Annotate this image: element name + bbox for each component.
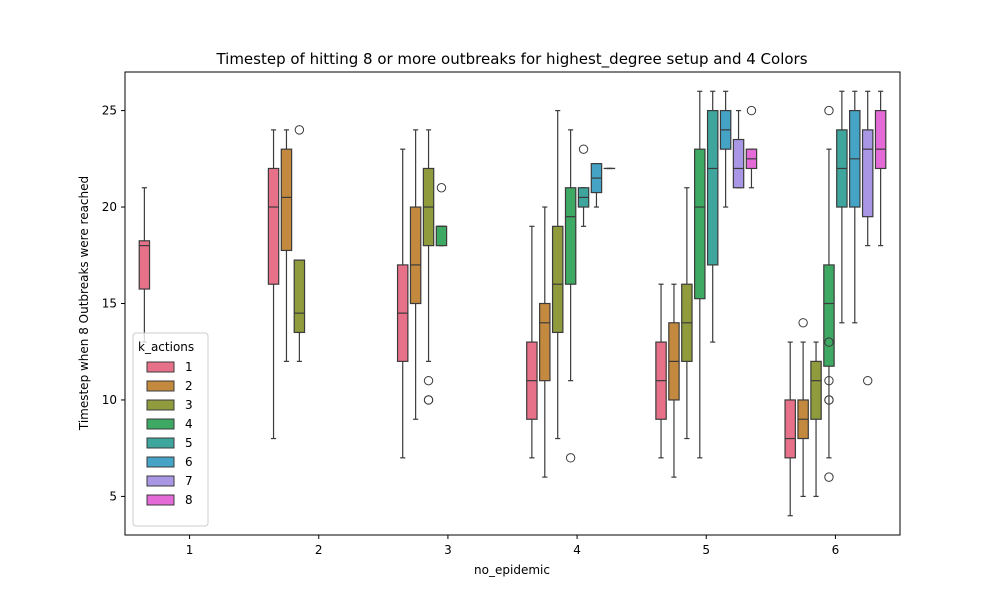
box-group: [797, 318, 809, 498]
outlier-point: [746, 105, 757, 116]
box-iqr: [293, 259, 306, 334]
box-group: [280, 129, 293, 362]
x-axis: 1 2 3 4 5 6: [186, 535, 839, 557]
box-iqr: [267, 167, 280, 285]
outlier-point: [294, 125, 305, 135]
legend-label: 7: [185, 474, 193, 488]
box-group: [539, 206, 551, 478]
box-group: [138, 187, 151, 343]
x-tick-label: 1: [186, 543, 194, 557]
box-group: [784, 341, 796, 517]
box-group: [823, 105, 835, 482]
y-axis: 5 10 15 20 25: [102, 104, 125, 503]
box-iqr: [539, 302, 551, 382]
box-group: [745, 105, 758, 189]
outlier-point: [824, 337, 834, 347]
box-group: [694, 90, 706, 459]
plot-area: [138, 90, 887, 517]
box-iqr: [564, 187, 577, 285]
legend-title: k_actions: [138, 340, 194, 354]
legend-label: 3: [185, 398, 193, 412]
box-group: [655, 283, 667, 459]
outlier-point: [863, 375, 873, 386]
outlier-point: [423, 395, 434, 405]
legend-swatch: [146, 418, 175, 430]
outlier-point: [578, 144, 589, 154]
legend-label: 2: [185, 379, 193, 393]
box-iqr: [706, 109, 719, 266]
legend-swatch: [146, 437, 175, 449]
x-axis-label: no_epidemic: [474, 563, 550, 577]
box-group: [836, 90, 848, 324]
box-group: [577, 144, 590, 227]
box-iqr: [732, 138, 745, 189]
y-tick-label: 25: [102, 104, 117, 118]
legend-label: 8: [185, 493, 193, 507]
box-group: [590, 163, 603, 208]
box-group: [706, 90, 719, 343]
y-tick-label: 10: [102, 393, 117, 407]
legend-label: 6: [185, 455, 193, 469]
legend-swatch: [146, 475, 175, 487]
outlier-point: [824, 395, 834, 405]
box-iqr: [409, 206, 422, 305]
box-group: [874, 90, 887, 247]
box-iqr: [694, 148, 706, 300]
box-iqr: [810, 360, 822, 420]
y-tick-label: 5: [109, 489, 117, 503]
legend-swatch: [146, 361, 175, 373]
box-group: [293, 125, 306, 362]
box-group: [435, 183, 448, 247]
box-group: [668, 283, 680, 478]
outlier-point: [436, 183, 447, 193]
box-iqr: [138, 240, 151, 290]
x-tick-label: 4: [573, 543, 581, 557]
legend-swatch: [146, 399, 175, 411]
box-iqr: [861, 129, 874, 218]
box-iqr: [823, 264, 835, 367]
legend-swatch: [146, 494, 175, 506]
box-iqr: [435, 225, 448, 247]
box-group: [551, 109, 564, 440]
box-group: [810, 341, 822, 498]
box-group: [396, 148, 409, 459]
y-tick-label: 15: [102, 297, 117, 311]
outlier-point: [824, 375, 834, 386]
legend-swatch: [146, 456, 175, 468]
legend-label: 1: [185, 360, 193, 374]
legend-label: 4: [185, 417, 193, 431]
outlier-point: [798, 318, 808, 328]
legend: k_actions 1 2 3 4 5 6 7 8: [132, 332, 209, 527]
x-tick-label: 5: [702, 543, 710, 557]
outlier-point: [423, 375, 434, 386]
chart-title: Timestep of hitting 8 or more outbreaks …: [215, 50, 807, 69]
box-group: [849, 90, 861, 324]
box-iqr: [784, 399, 796, 459]
box-iqr: [280, 148, 293, 252]
box-group: [267, 129, 280, 440]
box-group: [732, 109, 745, 189]
box-group: [422, 129, 435, 405]
y-axis-label: Timestep when 8 Outbreaks were reached: [77, 176, 91, 431]
outlier-point: [824, 105, 834, 116]
box-iqr: [874, 109, 887, 170]
box-group: [564, 129, 577, 463]
x-tick-label: 3: [444, 543, 452, 557]
legend-label: 5: [185, 436, 193, 450]
legend-entries: 1 2 3 4 5 6 7 8: [146, 360, 193, 507]
outlier-point: [824, 472, 834, 482]
x-tick-label: 2: [315, 543, 323, 557]
y-tick-label: 20: [102, 200, 117, 214]
box-group: [526, 225, 538, 459]
outlier-point: [565, 453, 576, 463]
box-iqr: [551, 225, 564, 334]
box-group: [719, 90, 732, 208]
box-group: [409, 129, 422, 420]
box-group: [681, 187, 693, 440]
x-tick-label: 6: [832, 543, 840, 557]
box-group: [861, 90, 874, 386]
legend-swatch: [146, 380, 175, 392]
